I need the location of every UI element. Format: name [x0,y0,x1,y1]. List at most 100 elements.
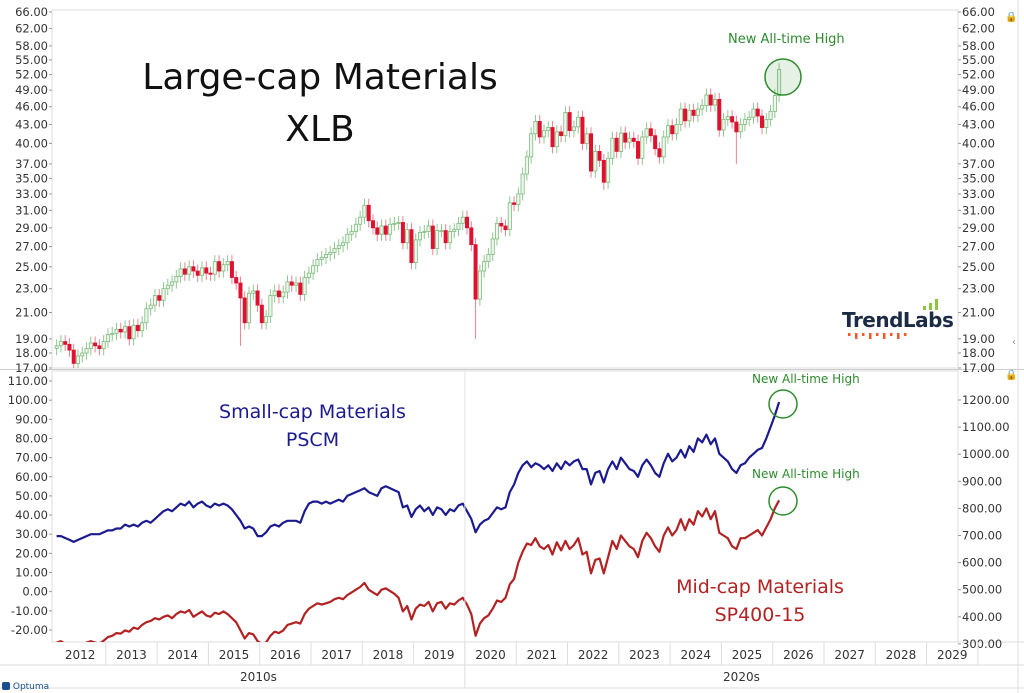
candle-up [533,121,538,135]
x-tick-label: 2020 [475,648,506,662]
y-tick-label-left: 25.00 [15,260,48,274]
y-tick-label-right: 55.00 [962,53,995,67]
candle-down [653,135,658,150]
x-tick-label: 2018 [373,648,404,662]
candle-up [101,341,106,350]
candle-up [687,109,692,122]
candle-up [520,173,525,195]
candle-up [144,308,149,324]
logo-tick [883,333,886,339]
candle-up [315,259,320,267]
candle-up [105,334,110,342]
y-tick-label-right: 21.00 [962,306,995,320]
candle-up [751,108,756,118]
candle-up [627,137,632,143]
candle-up [593,151,598,172]
y-tick-label-right: 500.00 [962,583,1002,597]
y-tick-label-right: 31.00 [962,203,995,217]
candle-up [507,202,512,231]
candle-down [473,244,478,300]
logo-tick [876,333,879,336]
candle-up [199,267,204,276]
candle-down [229,261,234,278]
candle-up [110,332,115,336]
y-tick-label-left: 90.00 [15,412,48,426]
chart-title: Large-cap Materials [142,57,498,98]
candle-up [725,116,730,121]
candle-up [494,222,499,240]
candle-up [349,231,354,235]
candle-up [529,133,534,158]
candle-down [208,272,213,275]
y-tick-label-left: 30.00 [15,527,48,541]
y-tick-label-left: 100.00 [8,393,48,407]
candle-up [772,95,777,112]
y-tick-label-right: 46.00 [962,100,995,114]
x-tick-label: 2026 [783,648,814,662]
candle-up [610,137,615,159]
y-tick-label-right: 17.00 [962,361,995,375]
y-tick-label-right: 40.00 [962,136,995,150]
x-tick-label: 2024 [680,648,711,662]
candle-down [623,132,628,143]
candle-up [422,231,427,233]
y-tick-label-left: 10.00 [15,566,48,580]
candle-down [67,343,72,351]
candle-down [708,94,713,106]
candle-up [58,341,63,347]
candle-up [721,119,726,131]
candle-down [648,128,653,137]
candle-down [465,216,470,229]
candle-up [482,261,487,272]
candle-up [700,105,705,110]
annotation-pscm: New All-time High [752,372,860,386]
candle-down [204,267,209,274]
y-tick-label-left: 21.00 [15,306,48,320]
candle-down [259,304,264,324]
candle-up [285,281,290,293]
candle-up [388,223,393,235]
candle-up [341,242,346,247]
y-tick-label-left: 40.00 [15,508,48,522]
candle-down [430,225,435,249]
candle-down [503,225,508,231]
candle-down [469,227,474,246]
candle-up [606,157,611,183]
y-tick-label-right: 700.00 [962,529,1002,543]
candle-up [353,223,358,232]
lock-icon[interactable]: 🔒 [1005,370,1018,381]
candle-up [418,231,423,241]
top-title: Large-cap Materials XLB [120,52,520,156]
x-tick-label: 2028 [886,648,917,662]
y-tick-label-left: 35.00 [15,171,48,185]
candle-up [576,116,581,128]
candle-down [550,127,555,148]
candle-up [524,156,529,175]
x-tick-label: 2023 [629,648,660,662]
y-tick-label-left: 33.00 [15,187,48,201]
logo-tick [897,333,900,339]
y-tick-label-right: 1000.00 [962,447,1010,461]
y-tick-label-right: 900.00 [962,474,1002,488]
lock-icon[interactable]: 🔒 [1005,12,1018,23]
y-tick-label-left: 70.00 [15,451,48,465]
y-tick-label-left: 19.00 [15,332,48,346]
candle-down [195,270,200,276]
y-tick-label-right: 23.00 [962,282,995,296]
x-tick-label: 2012 [65,648,96,662]
chart-subtitle: XLB [285,109,355,150]
logo-tick [869,333,872,339]
y-tick-label-left: 80.00 [15,431,48,445]
candle-up [439,230,444,232]
decade-label: 2010s [240,670,277,684]
decade-label: 2020s [723,670,760,684]
candle-up [413,239,418,264]
y-tick-label-right: 43.00 [962,117,995,131]
sp400-label: Mid-cap Materials SP400-15 [655,573,865,629]
y-tick-label-left: 52.00 [15,68,48,82]
collapse-arrow-icon[interactable]: ‹ [1012,337,1016,348]
candle-up [76,355,81,364]
candle-up [294,282,299,286]
y-tick-label-left: 23.00 [15,282,48,296]
